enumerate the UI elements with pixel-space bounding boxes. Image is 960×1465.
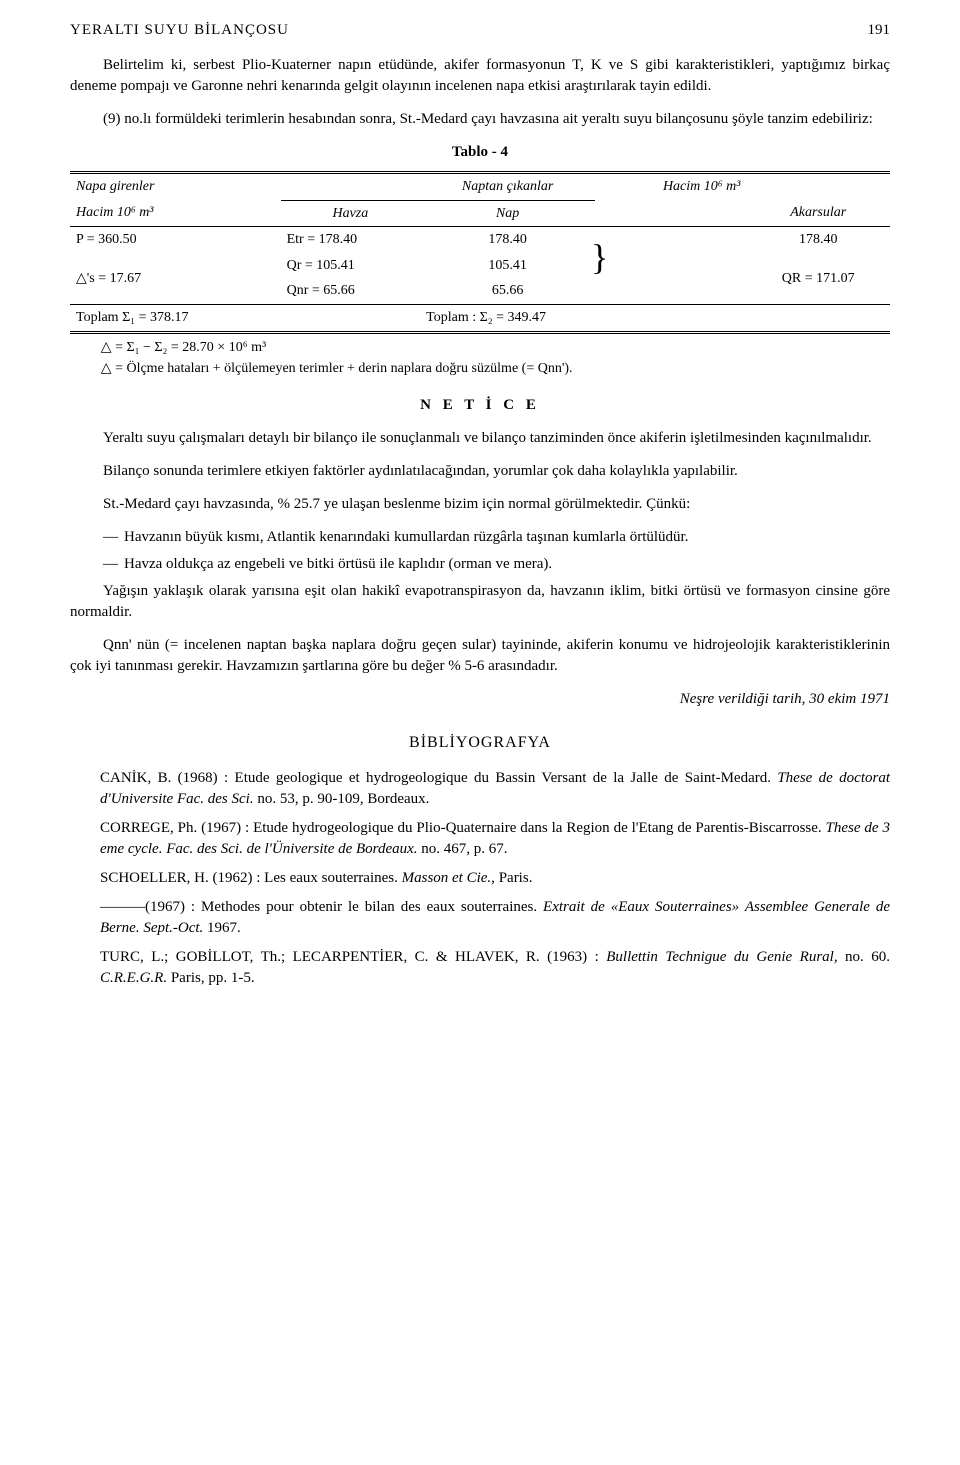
ref-5c: no. 60.	[838, 949, 890, 965]
cell-akar-0: 178.40	[746, 227, 890, 253]
intro-p1: Belirtelim ki, serbest Plio-Kuaterner na…	[70, 55, 890, 97]
cell-p: P = 360.50	[70, 227, 281, 253]
ref-5a: TURC, L.; GOBİLLOT, Th.; LECARPENTİER, C…	[100, 949, 606, 965]
ref-3: SCHOELLER, H. (1962) : Les eaux souterra…	[100, 868, 890, 889]
ref-4a: ———(1967) : Methodes pour obtenir le bil…	[100, 899, 543, 915]
ref-5: TURC, L.; GOBİLLOT, Th.; LECARPENTİER, C…	[100, 947, 890, 989]
cell-nap-0: 178.40	[420, 227, 595, 253]
page-number: 191	[868, 20, 891, 41]
th-unit: Hacim 10⁶ m³	[595, 173, 746, 201]
page-header: YERALTI SUYU BİLANÇOSU 191	[70, 20, 890, 41]
ref-2a: CORREGE, Ph. (1967) : Etude hydrogeologi…	[100, 820, 826, 836]
cell-qr: Qr = 105.41	[281, 253, 421, 279]
table-caption: Tablo - 4	[70, 142, 890, 163]
delta-line-2: △ = Ölçme hataları + ölçülemeyen terimle…	[101, 359, 890, 379]
netice-p1: Yeraltı suyu çalışmaları detaylı bir bil…	[70, 428, 890, 449]
cell-nap-2: 65.66	[420, 278, 595, 304]
intro-p2: (9) no.lı formüldeki terimlerin hesabınd…	[70, 109, 890, 130]
pub-date: Neşre verildiği tarih, 30 ekim 1971	[70, 689, 890, 710]
brace-cell: }	[595, 253, 746, 305]
ref-5d: C.R.E.G.R.	[100, 970, 167, 986]
ref-1: CANİK, B. (1968) : Etude geologique et h…	[100, 768, 890, 810]
ref-2c: no. 467, p. 67.	[418, 841, 508, 857]
cell-delta-s: △'s = 17.67	[70, 253, 281, 305]
list-item: — Havzanın büyük kısmı, Atlantik kenarın…	[103, 527, 890, 548]
cell-qnr: Qnr = 65.66	[281, 278, 421, 304]
ref-3b: Masson et Cie.,	[402, 870, 495, 886]
sum-right: Toplam : Σ₂ = 349.47	[420, 304, 890, 332]
netice-title: N E T İ C E	[70, 395, 890, 416]
netice-p2: Bilanço sonunda terimlere etkiyen faktör…	[70, 461, 890, 482]
list-item: — Havza oldukça az engebeli ve bitki ört…	[103, 554, 890, 575]
sum-left: Toplam Σ₁ = 378.17	[70, 304, 281, 332]
ref-3c: Paris.	[495, 870, 533, 886]
th-akarsular: Akarsular	[746, 200, 890, 227]
ref-1a: CANİK, B. (1968) : Etude geologique et h…	[100, 770, 777, 786]
th-nap: Nap	[420, 200, 595, 227]
dash-icon: —	[103, 527, 118, 548]
list-text-1: Havzanın büyük kısmı, Atlantik kenarında…	[124, 527, 890, 548]
netice-p3: St.-Medard çayı havzasında, % 25.7 ye ul…	[70, 494, 890, 515]
ref-4: ———(1967) : Methodes pour obtenir le bil…	[100, 897, 890, 939]
th-right: Naptan çıkanlar	[420, 173, 595, 201]
delta-line-1: △ = Σ₁ − Σ₂ = 28.70 × 10⁶ m³	[101, 338, 890, 358]
bilanco-table: Napa girenler Naptan çıkanlar Hacim 10⁶ …	[70, 171, 890, 334]
list-text-2: Havza oldukça az engebeli ve bitki örtüs…	[124, 554, 890, 575]
netice-p4: Yağışın yaklaşık olarak yarısına eşit ol…	[70, 581, 890, 623]
ref-3a: SCHOELLER, H. (1962) : Les eaux souterra…	[100, 870, 402, 886]
th-left-sub: Hacim 10⁶ m³	[70, 200, 281, 227]
cell-nap-1: 105.41	[420, 253, 595, 279]
th-left: Napa girenler	[70, 173, 281, 201]
ref-5e: Paris, pp. 1-5.	[167, 970, 255, 986]
delta-block: △ = Σ₁ − Σ₂ = 28.70 × 10⁶ m³ △ = Ölçme h…	[101, 338, 890, 379]
ref-4c: 1967.	[203, 920, 241, 936]
cell-etr: Etr = 178.40	[281, 227, 421, 253]
ref-1c: no. 53, p. 90-109, Bordeaux.	[254, 791, 430, 807]
biblio-title: BİBLİYOGRAFYA	[70, 732, 890, 754]
netice-p5: Qnn' nün (= incelenen naptan başka napla…	[70, 635, 890, 677]
running-head: YERALTI SUYU BİLANÇOSU	[70, 20, 289, 41]
th-havza: Havza	[281, 200, 421, 227]
ref-5b: Bullettin Technigue du Genie Rural,	[606, 949, 837, 965]
dash-icon: —	[103, 554, 118, 575]
cell-akar-1: QR = 171.07	[746, 253, 890, 305]
ref-2: CORREGE, Ph. (1967) : Etude hydrogeologi…	[100, 818, 890, 860]
